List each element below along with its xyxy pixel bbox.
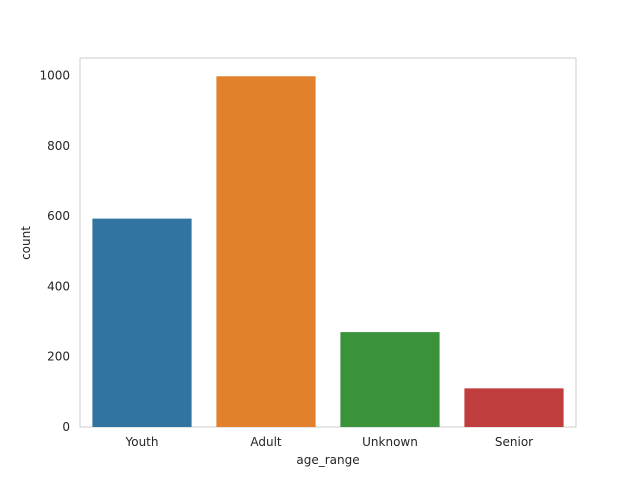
x-tick-labels: Youth Adult Unknown Senior xyxy=(125,435,534,449)
y-tick-label-200: 200 xyxy=(47,350,70,364)
y-tick-label-0: 0 xyxy=(62,420,70,434)
x-tick-label-youth: Youth xyxy=(125,435,159,449)
x-tick-label-senior: Senior xyxy=(495,435,533,449)
y-tick-label-400: 400 xyxy=(47,279,70,293)
bars-group xyxy=(92,76,564,427)
bar-unknown xyxy=(340,332,440,427)
x-tick-label-adult: Adult xyxy=(250,435,282,449)
y-tick-label-1000: 1000 xyxy=(39,69,70,83)
bar-senior xyxy=(464,388,564,427)
y-tick-label-600: 600 xyxy=(47,209,70,223)
bar-adult xyxy=(216,76,316,427)
y-tick-label-800: 800 xyxy=(47,139,70,153)
bar-youth xyxy=(92,218,192,427)
x-axis-title: age_range xyxy=(296,453,359,467)
y-tick-labels: 0 200 400 600 800 1000 xyxy=(39,69,70,434)
x-tick-label-unknown: Unknown xyxy=(362,435,418,449)
y-axis-title: count xyxy=(19,226,33,260)
